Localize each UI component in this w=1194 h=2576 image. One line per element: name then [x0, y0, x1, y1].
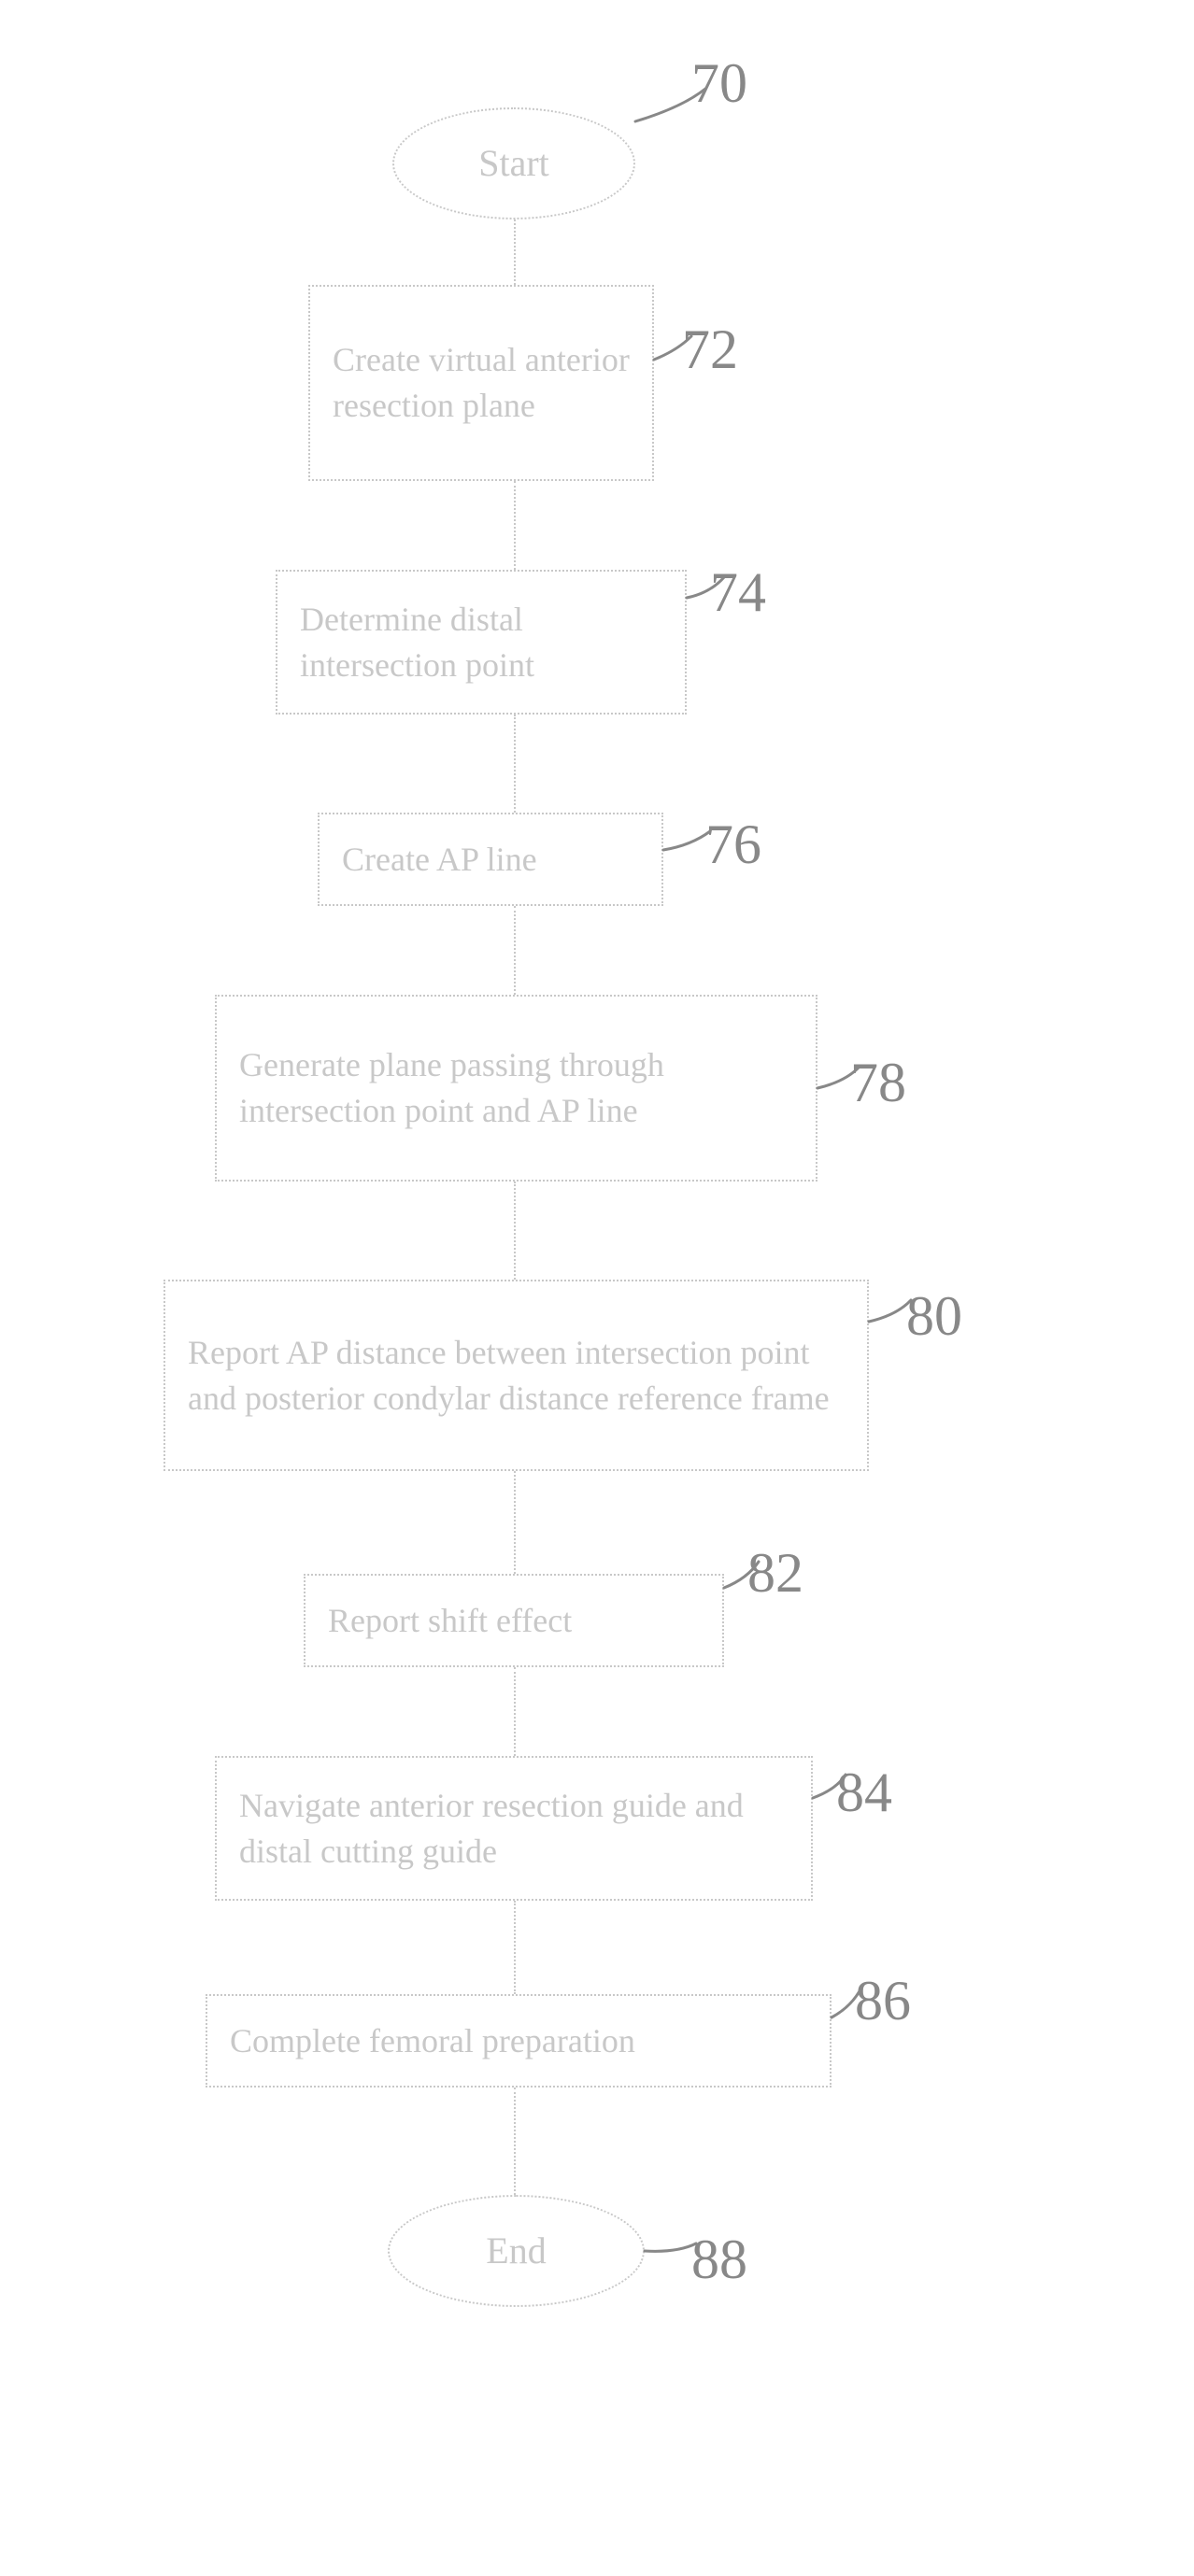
node-label: Start	[478, 138, 549, 189]
node-label: Determine distal intersection point	[300, 597, 662, 687]
annotation-n86: 86	[855, 1969, 911, 2033]
annotation-n80: 80	[906, 1284, 962, 1349]
node-label: Create virtual anterior resection plane	[333, 337, 630, 428]
flowchart-node-n86: Complete femoral preparation	[206, 1994, 832, 2088]
flowchart-node-start: Start	[392, 107, 635, 219]
flowchart-node-n80: Report AP distance between intersection …	[163, 1280, 869, 1471]
node-label: Create AP line	[342, 837, 537, 883]
node-label: End	[486, 2226, 546, 2276]
connector-n76-n78	[514, 906, 516, 995]
annotation-n84: 84	[836, 1761, 892, 1825]
annotation-n72: 72	[682, 318, 738, 382]
flowchart-node-n72: Create virtual anterior resection plane	[308, 285, 654, 481]
connector-n80-n82	[514, 1471, 516, 1574]
annotation-n76: 76	[705, 813, 761, 877]
node-label: Report AP distance between intersection …	[188, 1330, 845, 1421]
flowchart-node-n76: Create AP line	[318, 813, 663, 906]
flowchart-canvas: Start 70 Create virtual anterior resection…	[0, 0, 1194, 2576]
connector-n74-n76	[514, 715, 516, 813]
connector-n78-n80	[514, 1182, 516, 1280]
connector-n72-n74	[514, 481, 516, 570]
connector-n86-end	[514, 2088, 516, 2195]
node-label: Generate plane passing through intersect…	[239, 1042, 793, 1133]
annotation-n82: 82	[747, 1541, 803, 1606]
flowchart-node-n82: Report shift effect	[304, 1574, 724, 1667]
annotation-start: 70	[691, 51, 747, 116]
flowchart-node-end: End	[388, 2195, 645, 2307]
flowchart-node-n74: Determine distal intersection point	[276, 570, 687, 715]
node-label: Complete femoral preparation	[230, 2018, 635, 2064]
node-label: Navigate anterior resection guide and di…	[239, 1783, 789, 1874]
flowchart-node-n78: Generate plane passing through intersect…	[215, 995, 817, 1182]
node-label: Report shift effect	[328, 1598, 572, 1644]
connector-n82-n84	[514, 1667, 516, 1756]
flowchart-node-n84: Navigate anterior resection guide and di…	[215, 1756, 813, 1901]
annotation-n74: 74	[710, 560, 766, 625]
connector-start-n72	[514, 219, 516, 285]
annotation-end: 88	[691, 2228, 747, 2292]
annotation-n78: 78	[850, 1051, 906, 1115]
connector-n84-n86	[514, 1901, 516, 1994]
